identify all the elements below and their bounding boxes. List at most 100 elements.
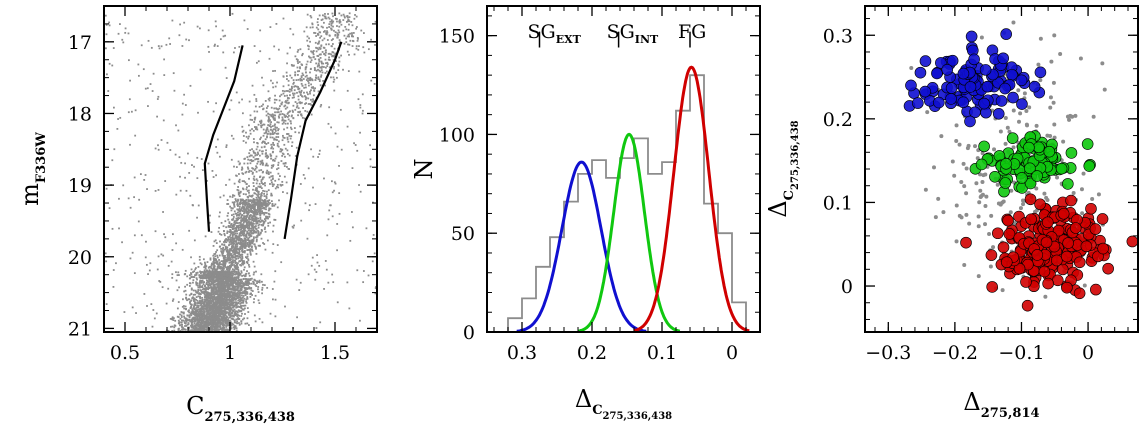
star-point [209,292,212,295]
star-point [312,86,315,89]
star-point [231,242,234,245]
star-point [243,317,246,320]
star-point [184,322,186,324]
star-point [223,310,226,313]
star-point [221,324,224,327]
star-point [193,276,196,279]
star-point [269,136,272,139]
star-point [216,314,219,317]
star-point [212,276,215,279]
star-point [225,294,228,296]
star-point [271,194,273,197]
star-point [221,296,224,299]
star-point [304,110,307,112]
star-point [237,217,240,219]
star-point [247,158,250,161]
star-point [214,293,217,296]
star-point [199,304,202,307]
star-point [233,315,235,318]
star-point [222,302,224,305]
star-point [247,248,250,251]
star-point [221,243,223,246]
star-point [248,221,251,224]
star-point [241,286,244,289]
star-point [200,310,202,313]
star-point [256,222,259,225]
star-point [237,317,240,319]
star-point [170,325,172,328]
star-point [201,319,204,322]
star-point [250,235,253,238]
star-point [248,124,250,127]
star-point [242,282,245,285]
star-point [201,271,204,273]
star-point [192,329,194,332]
star-point [243,201,245,204]
star-point [208,315,211,318]
star-point [195,323,198,326]
star-point [240,264,243,267]
star-point [317,62,320,65]
star-point [265,143,268,145]
star-point [255,196,258,199]
star-point [233,287,236,290]
star-point [286,52,289,55]
star-point [247,280,250,283]
star-point [227,322,230,325]
star-point [248,227,251,230]
star-point [196,319,199,321]
star-point [235,213,238,215]
star-point [211,307,214,310]
star-point [230,327,233,330]
star-point [234,278,237,281]
star-point [255,238,258,241]
star-point [207,271,210,274]
star-point [330,53,333,56]
star-point [319,31,322,34]
star-point [239,302,242,305]
star-point [244,224,247,227]
star-point [210,301,213,304]
star-point [284,155,286,158]
star-point [248,274,251,277]
star-point [270,175,273,178]
star-point [245,283,248,286]
star-point [220,272,223,275]
star-point [260,208,262,211]
star-point [236,203,239,206]
star-point [307,93,309,96]
star-point [264,199,266,202]
star-point [290,135,293,138]
star-point [235,293,238,296]
star-point [320,45,323,47]
star-point [215,242,218,245]
star-point [211,295,214,298]
star-point [197,306,200,309]
star-point [264,142,266,145]
star-point [288,168,291,170]
star-point [235,310,237,313]
star-point [237,299,240,302]
star-point [255,166,258,169]
star-point [248,224,251,227]
star-point [278,113,281,116]
star-point [223,304,226,307]
star-point [232,310,235,313]
star-point [271,133,274,135]
star-point [317,68,319,71]
star-point [200,324,203,327]
star-point [237,289,239,292]
star-point [237,227,240,230]
star-point [307,167,310,170]
star-point [252,282,255,284]
star-point [197,305,200,307]
star-point [299,94,302,96]
star-point [261,286,264,289]
star-point [203,313,206,316]
star-point [240,289,243,292]
star-point [230,241,233,243]
star-point [267,217,269,220]
star-point [304,86,307,89]
star-point [296,70,299,73]
star-point [284,101,287,103]
